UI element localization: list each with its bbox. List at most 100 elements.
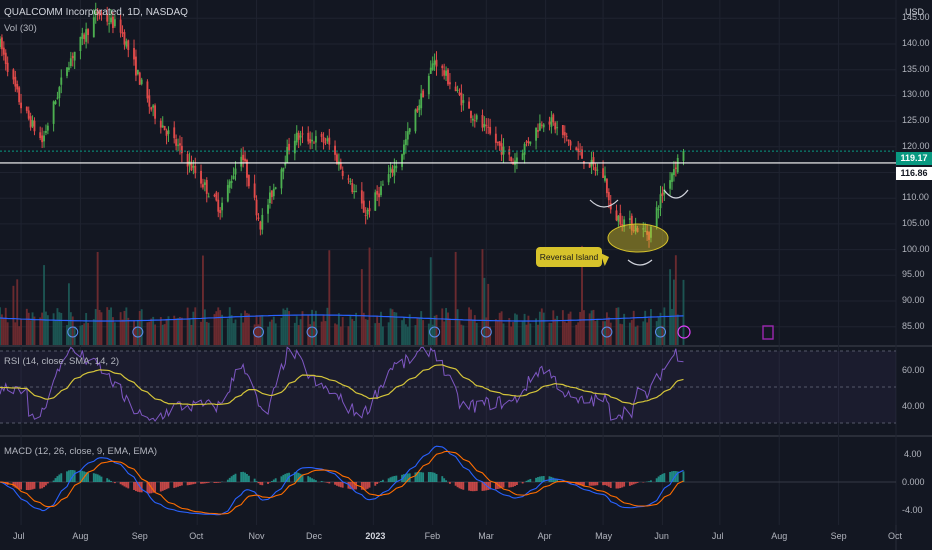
macd-histogram-bar — [328, 482, 331, 484]
volume-bar — [381, 326, 384, 345]
candle-body — [378, 193, 381, 198]
macd-histogram-bar — [270, 480, 273, 482]
macd-histogram-bar — [79, 470, 82, 482]
candle-body — [487, 126, 490, 128]
volume-bar — [134, 326, 137, 345]
candle-body — [322, 137, 325, 143]
candle-body — [138, 72, 141, 85]
volume-bar — [106, 307, 109, 345]
macd-histogram-bar — [347, 482, 350, 489]
macd-histogram-bar — [54, 478, 57, 482]
macd-histogram-bar — [387, 478, 390, 482]
macd-histogram-bar — [234, 473, 237, 482]
macd-histogram-bar — [25, 482, 28, 491]
volume-bar — [514, 313, 516, 345]
currency-label: USD — [905, 7, 925, 17]
volume-bar — [307, 315, 310, 345]
candle-body — [52, 101, 55, 124]
macd-tick-neg4: -4.00 — [902, 505, 923, 515]
volume-bar — [353, 320, 356, 345]
macd-histogram-bar — [362, 482, 365, 490]
candle-body — [401, 154, 403, 167]
volume-bar — [341, 317, 344, 345]
macd-histogram-bar — [27, 482, 30, 491]
volume-bar — [66, 325, 68, 345]
macd-histogram-bar — [632, 482, 635, 485]
macd-histogram-bar — [177, 482, 179, 487]
candle-body — [355, 191, 358, 193]
volume-bar — [165, 318, 168, 345]
candle-body — [163, 125, 166, 131]
macd-histogram-bar — [623, 482, 626, 487]
reversal-island-callout[interactable]: Reversal Island — [536, 247, 602, 267]
macd-histogram-bar — [213, 482, 216, 483]
candle-body — [669, 180, 672, 189]
volume-bar — [636, 325, 639, 345]
candle-body — [366, 209, 369, 215]
macd-histogram-bar — [33, 482, 36, 489]
volume-bar — [628, 322, 631, 345]
macd-histogram-bar — [617, 482, 620, 489]
candle-body — [257, 217, 260, 219]
candle-body — [448, 82, 451, 85]
volume-bar — [60, 312, 63, 345]
volume-bar — [125, 307, 128, 345]
candle-body — [207, 196, 210, 198]
price-tick: 135.00 — [902, 63, 930, 74]
split-event-icon — [677, 325, 691, 339]
candle-body — [682, 151, 685, 161]
island-ellipse — [607, 223, 669, 253]
price-tick: 95.00 — [902, 269, 925, 280]
volume-bar — [605, 312, 608, 345]
volume-bar — [621, 324, 624, 345]
candle-body — [577, 148, 580, 152]
volume-bar — [609, 322, 612, 345]
volume-bar — [83, 323, 86, 345]
candle-body — [508, 149, 511, 155]
macd-histogram-bar — [125, 482, 128, 488]
macd-histogram-bar — [403, 474, 405, 482]
candle-body — [347, 178, 350, 180]
candle-body — [404, 139, 407, 145]
macd-histogram-bar — [414, 472, 417, 482]
volume-bar — [414, 325, 417, 345]
candle-body — [360, 190, 363, 204]
price-tick: 125.00 — [902, 115, 930, 126]
macd-histogram-bar — [98, 475, 101, 482]
volume-bar — [634, 326, 637, 345]
volume-bar — [85, 313, 88, 345]
candle-body — [473, 120, 476, 122]
volume-bar — [284, 310, 287, 345]
macd-histogram-bar — [418, 472, 421, 482]
time-label: Feb — [424, 531, 441, 541]
candle-body — [596, 169, 599, 171]
volume-bar — [288, 311, 291, 345]
candle-body — [634, 225, 637, 232]
macd-histogram-bar — [134, 482, 137, 492]
volume-bar — [537, 324, 539, 345]
macd-histogram-bar — [326, 482, 329, 483]
macd-histogram-bar — [87, 472, 90, 482]
volume-bar — [554, 318, 557, 345]
macd-histogram-bar — [353, 482, 356, 490]
candle-body — [527, 141, 530, 144]
macd-histogram-bar — [46, 482, 49, 484]
volume-bar — [173, 315, 176, 345]
macd-histogram-bar — [73, 470, 76, 482]
candle-body — [313, 142, 315, 144]
candle-body — [525, 141, 528, 143]
macd-histogram-bar — [58, 474, 61, 482]
candle-body — [190, 163, 193, 171]
macd-histogram-bar — [500, 482, 503, 489]
candle-body — [226, 185, 229, 202]
volume-bar — [485, 317, 488, 345]
candle-body — [58, 87, 61, 98]
volume-bar — [81, 324, 84, 345]
volume-bar — [487, 283, 490, 345]
candle-body — [4, 52, 7, 65]
macd-histogram-bar — [259, 482, 262, 485]
candle-body — [431, 63, 434, 71]
candle-body — [192, 166, 195, 168]
macd-histogram-bar — [66, 471, 68, 482]
